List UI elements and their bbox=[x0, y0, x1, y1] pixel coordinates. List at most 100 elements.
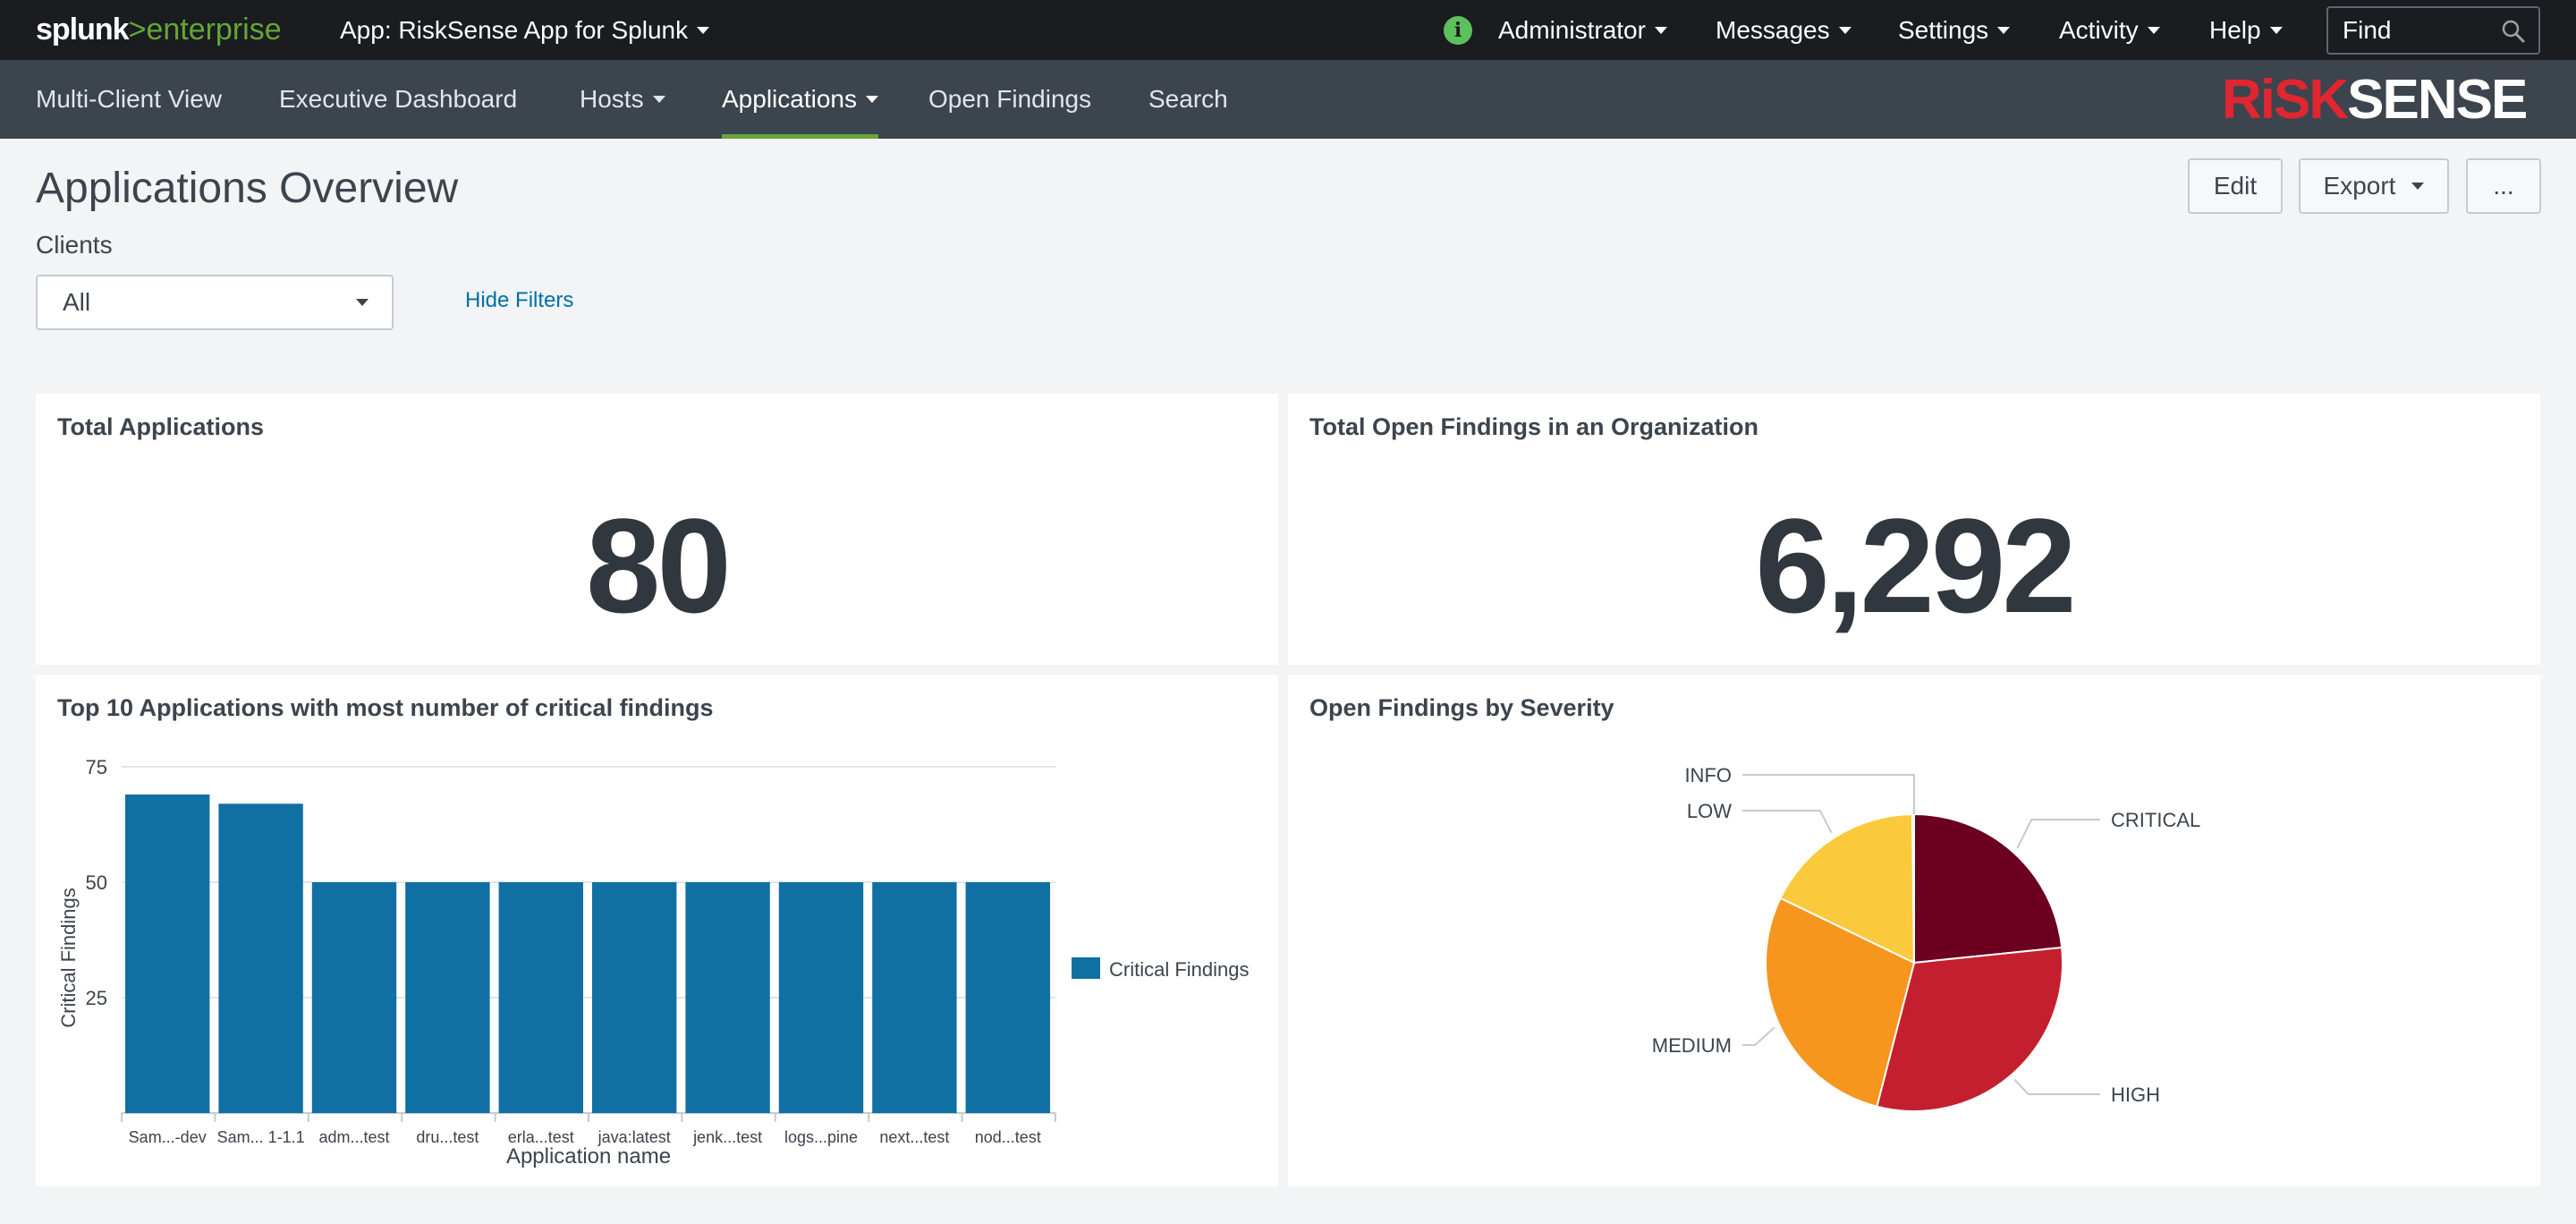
clients-select-value: All bbox=[63, 288, 91, 316]
total-findings-value[interactable]: 6,292 bbox=[1755, 490, 2076, 641]
x-axis-label: Application name bbox=[506, 1144, 671, 1169]
pie-slice-label: CRITICAL bbox=[2111, 809, 2200, 831]
activity-menu[interactable]: Activity bbox=[2059, 0, 2160, 60]
chevron-down-icon bbox=[1838, 26, 1852, 34]
x-tick-label: adm...test bbox=[318, 1128, 389, 1146]
risksense-logo: RiSK SENSE bbox=[2222, 60, 2528, 139]
settings-menu[interactable]: Settings bbox=[1898, 0, 2011, 60]
total-findings-panel: Total Open Findings in an Organization 6… bbox=[1288, 394, 2540, 665]
bar[interactable] bbox=[778, 882, 864, 1113]
legend-label[interactable]: Critical Findings bbox=[1109, 958, 1250, 981]
bar[interactable] bbox=[685, 882, 770, 1113]
x-tick-label: java:latest bbox=[597, 1128, 671, 1146]
find-box bbox=[2326, 6, 2540, 55]
bar[interactable] bbox=[498, 882, 583, 1113]
pie-leader-line bbox=[1742, 1026, 1775, 1046]
panel-title: Total Applications bbox=[57, 413, 265, 440]
app-menu[interactable]: App: RiskSense App for Splunk bbox=[340, 0, 710, 60]
pie-slice[interactable] bbox=[1913, 812, 2063, 965]
nav-executive-dashboard[interactable]: Executive Dashboard bbox=[279, 60, 517, 139]
nav-item-label: Open Findings bbox=[928, 85, 1092, 113]
user-menu[interactable]: Administrator bbox=[1498, 0, 1667, 60]
bar[interactable] bbox=[311, 882, 397, 1113]
chevron-down-icon bbox=[1654, 26, 1667, 34]
nav-item-label: Hosts bbox=[580, 85, 644, 113]
edit-button[interactable]: Edit bbox=[2188, 158, 2283, 214]
export-button[interactable]: Export bbox=[2299, 158, 2449, 214]
logo-part-sense: SENSE bbox=[2347, 68, 2528, 131]
pie-leader-line bbox=[1742, 810, 1833, 834]
page-title: Applications Overview bbox=[36, 165, 459, 212]
pie-slice-label: MEDIUM bbox=[1652, 1034, 1732, 1057]
chevron-down-icon bbox=[356, 299, 369, 306]
chevron-down-icon bbox=[697, 26, 710, 34]
pie-slice-label: HIGH bbox=[2111, 1084, 2160, 1106]
x-tick-label: next...test bbox=[879, 1128, 949, 1146]
x-tick-label: Sam... 1-1.1 bbox=[217, 1128, 305, 1146]
clients-select[interactable]: All bbox=[36, 275, 394, 330]
bar[interactable] bbox=[872, 882, 957, 1113]
user-menu-label: Administrator bbox=[1498, 15, 1646, 44]
x-tick-label: dru...test bbox=[416, 1128, 479, 1146]
hide-filters-link[interactable]: Hide Filters bbox=[465, 288, 574, 312]
nav-applications[interactable]: Applications bbox=[722, 60, 878, 139]
messages-menu-label: Messages bbox=[1716, 15, 1830, 44]
pie-slice[interactable] bbox=[1876, 946, 2063, 1112]
nav-open-findings[interactable]: Open Findings bbox=[928, 60, 1091, 139]
pie-slice-label: INFO bbox=[1684, 764, 1732, 786]
logo-part-risk: RiSK bbox=[2222, 68, 2349, 131]
pie-chart: CRITICAL HIGH MEDIUM LOW INFO bbox=[1652, 764, 2200, 1112]
pie-leader-line bbox=[2016, 819, 2100, 849]
nav-multi-client-view[interactable]: Multi-Client View bbox=[36, 60, 222, 139]
critical-findings-bar-panel: 25 50 75 Sam...-dev Sam... 1-1.1 adm...test dr… bbox=[36, 675, 1278, 1186]
settings-menu-label: Settings bbox=[1898, 15, 1989, 44]
more-actions-button[interactable]: ... bbox=[2466, 158, 2541, 214]
search-icon[interactable] bbox=[2501, 19, 2526, 44]
y-axis-label: Critical Findings bbox=[57, 888, 80, 1028]
bar[interactable] bbox=[405, 882, 490, 1113]
nav-search[interactable]: Search bbox=[1148, 60, 1228, 139]
find-input[interactable] bbox=[2328, 16, 2498, 45]
panel-title: Open Findings by Severity bbox=[1309, 694, 1614, 721]
x-tick-label: nod...test bbox=[975, 1128, 1041, 1146]
x-tick-label: jenk...test bbox=[692, 1128, 762, 1146]
messages-menu[interactable]: Messages bbox=[1716, 0, 1852, 60]
chevron-down-icon bbox=[2269, 26, 2283, 34]
chevron-down-icon bbox=[2411, 183, 2425, 190]
app-menu-label: App: RiskSense App for Splunk bbox=[340, 15, 689, 44]
y-tick-label: 50 bbox=[86, 871, 107, 894]
help-menu[interactable]: Help bbox=[2209, 0, 2283, 60]
pie-slice[interactable] bbox=[1765, 897, 1916, 1108]
pie-slice-label: LOW bbox=[1687, 800, 1732, 822]
chevron-down-icon bbox=[2147, 26, 2160, 34]
pie-leader-line bbox=[1742, 774, 1915, 814]
severity-pie-panel: CRITICAL HIGH MEDIUM LOW INFO Open Findings … bbox=[1288, 675, 2540, 1186]
y-tick-label: 75 bbox=[86, 756, 107, 778]
top-bar: splunk > enterprise App: RiskSense App f… bbox=[0, 0, 2576, 60]
logo-separator: > bbox=[128, 13, 147, 47]
panel-title: Total Open Findings in an Organization bbox=[1309, 413, 1758, 440]
bar[interactable] bbox=[218, 803, 303, 1113]
panel-title: Top 10 Applications with most number of … bbox=[57, 694, 714, 721]
logo-word-enterprise: enterprise bbox=[146, 13, 282, 47]
pie-slice[interactable] bbox=[1779, 812, 1916, 965]
splunk-logo[interactable]: splunk > enterprise bbox=[36, 0, 282, 60]
nav-item-label: Executive Dashboard bbox=[279, 85, 518, 113]
total-applications-value[interactable]: 80 bbox=[586, 490, 732, 641]
bar[interactable] bbox=[592, 882, 677, 1113]
y-tick-label: 25 bbox=[86, 987, 107, 1009]
bar[interactable] bbox=[965, 882, 1050, 1113]
clients-filter-label: Clients bbox=[36, 231, 113, 259]
status-indicator[interactable]: i bbox=[1444, 0, 1472, 60]
chevron-down-icon bbox=[1997, 26, 2011, 34]
activity-menu-label: Activity bbox=[2059, 15, 2139, 44]
x-tick-label: logs...pine bbox=[784, 1128, 858, 1146]
bar[interactable] bbox=[125, 794, 210, 1113]
legend-swatch[interactable] bbox=[1072, 957, 1100, 979]
nav-item-label: Search bbox=[1148, 85, 1228, 113]
logo-word-splunk: splunk bbox=[36, 13, 130, 47]
nav-hosts[interactable]: Hosts bbox=[580, 60, 665, 139]
app-nav-bar: Multi-Client View Executive Dashboard Ho… bbox=[0, 60, 2576, 139]
export-button-label: Export bbox=[2323, 172, 2396, 200]
chevron-down-icon bbox=[865, 96, 878, 103]
